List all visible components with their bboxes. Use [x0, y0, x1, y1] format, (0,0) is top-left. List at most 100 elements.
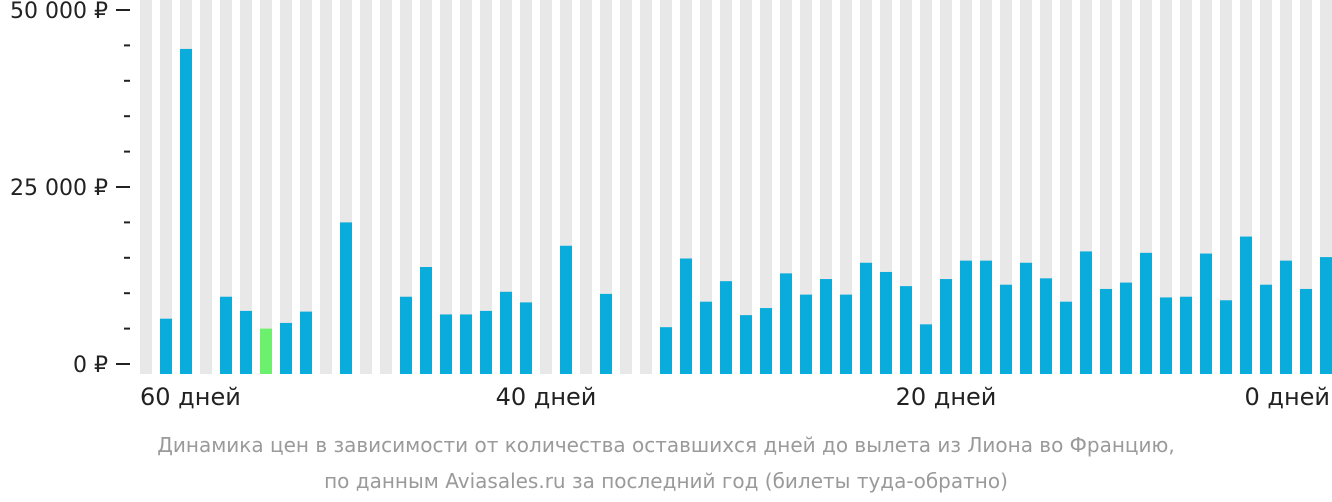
day-column [740, 0, 752, 374]
price-bar[interactable] [740, 315, 752, 374]
day-column [1220, 0, 1232, 374]
day-column [640, 0, 652, 374]
day-column [360, 0, 372, 374]
price-bar[interactable] [1060, 301, 1072, 374]
x-tick-label: 20 дней [896, 383, 997, 411]
day-column [220, 0, 232, 374]
day-column [840, 0, 852, 374]
day-column [920, 0, 932, 374]
price-bar[interactable] [1260, 284, 1272, 374]
price-bar[interactable] [800, 294, 812, 374]
price-bar[interactable] [1320, 257, 1332, 374]
price-bar[interactable] [940, 279, 952, 374]
price-bar[interactable] [720, 281, 732, 374]
day-column [400, 0, 412, 374]
price-bar[interactable] [1160, 297, 1172, 374]
price-bar[interactable] [1080, 251, 1092, 374]
price-bar[interactable] [860, 262, 872, 374]
price-bar[interactable] [1180, 296, 1192, 374]
price-bars [160, 48, 1332, 374]
day-column [300, 0, 312, 374]
price-bar[interactable] [240, 310, 252, 374]
price-bar[interactable] [680, 258, 692, 374]
price-bar[interactable] [780, 273, 792, 374]
day-column [1120, 0, 1132, 374]
chart-caption-line-2: по данным Aviasales.ru за последний год … [324, 469, 1008, 493]
price-bar[interactable] [500, 291, 512, 374]
x-tick-label: 60 дней [140, 383, 241, 411]
y-axis: 50 000 ₽ 25 000 ₽ 0 ₽ [10, 0, 130, 378]
price-bar[interactable] [560, 245, 572, 374]
price-bar[interactable] [1280, 260, 1292, 374]
day-column [1000, 0, 1012, 374]
price-bar[interactable] [1140, 252, 1152, 374]
day-column [440, 0, 452, 374]
price-bar[interactable] [920, 324, 932, 374]
day-column [500, 0, 512, 374]
price-bar[interactable] [1020, 262, 1032, 374]
price-bar[interactable] [1200, 253, 1212, 374]
price-bar[interactable] [520, 302, 532, 374]
price-bar[interactable] [980, 260, 992, 374]
price-bar[interactable] [280, 322, 292, 374]
day-column [760, 0, 772, 374]
day-column [380, 0, 392, 374]
day-column [280, 0, 292, 374]
day-column [1180, 0, 1192, 374]
day-column [480, 0, 492, 374]
price-bar[interactable] [1100, 288, 1112, 374]
price-bar-lowest[interactable] [260, 328, 272, 374]
price-bar[interactable] [1240, 236, 1252, 374]
day-column [1300, 0, 1312, 374]
day-column [460, 0, 472, 374]
day-column [1100, 0, 1112, 374]
day-column [900, 0, 912, 374]
day-column [320, 0, 332, 374]
price-bar[interactable] [400, 296, 412, 374]
day-column [520, 0, 532, 374]
price-bar[interactable] [480, 310, 492, 374]
day-column [800, 0, 812, 374]
day-column [600, 0, 612, 374]
chart-caption-line-1: Динамика цен в зависимости от количества… [157, 433, 1175, 457]
price-bar[interactable] [340, 222, 352, 374]
price-bar[interactable] [880, 271, 892, 374]
price-bar[interactable] [180, 48, 192, 374]
day-column [1060, 0, 1072, 374]
day-column [240, 0, 252, 374]
day-column [160, 0, 172, 374]
price-bar[interactable] [300, 311, 312, 374]
x-axis: 60 дней 40 дней 20 дней 0 дней [140, 383, 1330, 411]
price-bar[interactable] [1000, 284, 1012, 374]
price-bar[interactable] [460, 314, 472, 374]
price-bar[interactable] [1300, 288, 1312, 374]
y-tick-label: 50 000 ₽ [10, 0, 108, 24]
day-column [620, 0, 632, 374]
background-columns [140, 0, 1332, 374]
price-bar[interactable] [1120, 282, 1132, 374]
price-bar[interactable] [220, 296, 232, 374]
price-bar[interactable] [440, 314, 452, 374]
price-bar[interactable] [600, 293, 612, 374]
price-bar[interactable] [420, 267, 432, 374]
price-bar[interactable] [840, 294, 852, 374]
day-column [580, 0, 592, 374]
price-bar[interactable] [1220, 300, 1232, 374]
price-bar[interactable] [960, 260, 972, 374]
price-bar[interactable] [760, 308, 772, 374]
y-tick-label: 0 ₽ [73, 353, 108, 378]
price-bar[interactable] [700, 301, 712, 374]
price-bar[interactable] [160, 318, 172, 374]
day-column [200, 0, 212, 374]
day-column [140, 0, 152, 374]
day-column [1260, 0, 1272, 374]
day-column [660, 0, 672, 374]
price-bar[interactable] [660, 327, 672, 374]
price-bar[interactable] [900, 286, 912, 374]
day-column [720, 0, 732, 374]
x-tick-label: 0 дней [1244, 383, 1330, 411]
x-tick-label: 40 дней [496, 383, 597, 411]
day-column [1160, 0, 1172, 374]
price-bar[interactable] [820, 279, 832, 374]
price-bar[interactable] [1040, 278, 1052, 374]
